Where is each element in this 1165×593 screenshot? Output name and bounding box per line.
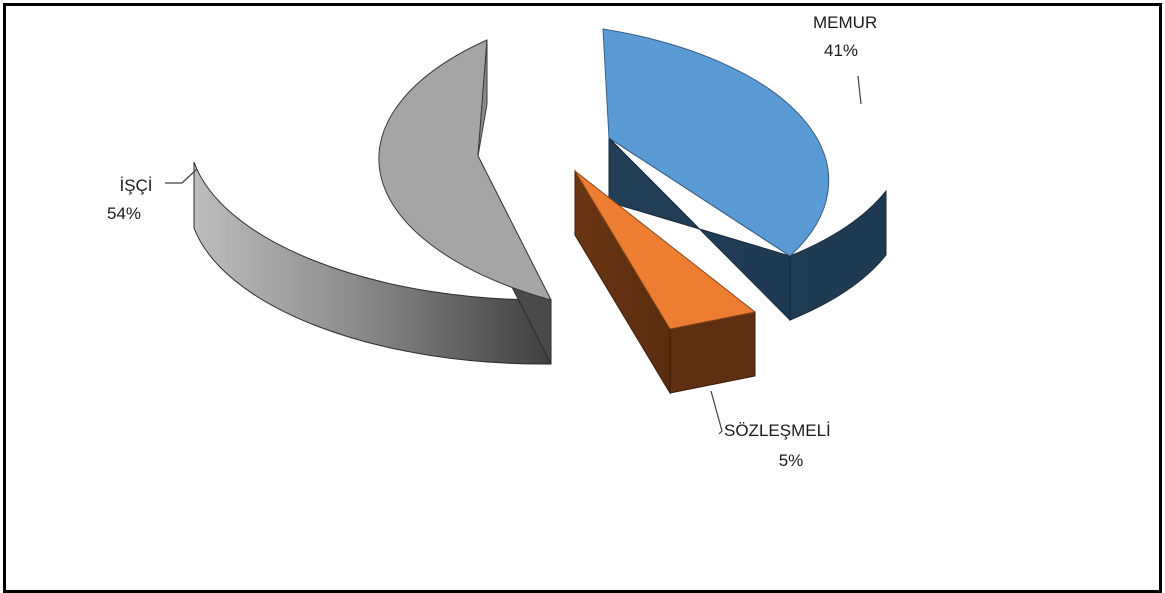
pie-slice-memur [602,28,887,322]
slice-percent-isci: 54% [107,204,141,223]
slice-percent-memur: 41% [824,41,858,60]
slice-isci-back-edge [477,39,488,157]
pie-slice-isci [193,39,552,365]
chart-frame: MEMUR 41% İŞÇİ 54% SÖZLEŞMELİ 5% [3,3,1162,593]
slice-label-isci: İŞÇİ [119,176,152,195]
slice-label-sozlesmeli: SÖZLEŞMELİ [724,421,831,440]
leader-line-memur [857,75,862,105]
pie-chart: MEMUR 41% İŞÇİ 54% SÖZLEŞMELİ 5% [107,13,887,470]
slice-memur-side [608,137,887,321]
slice-isci-side [193,161,552,365]
leader-line-sozlesmeli [710,390,723,435]
slice-percent-sozlesmeli: 5% [779,451,804,470]
pie-slice-sozlesmeli [574,169,757,395]
slice-label-memur: MEMUR [813,13,877,32]
leader-line-isci [165,168,198,184]
slice-memur-top [602,28,830,257]
slice-isci-top [378,39,552,301]
slice-sozlesmeli-top [574,170,757,330]
